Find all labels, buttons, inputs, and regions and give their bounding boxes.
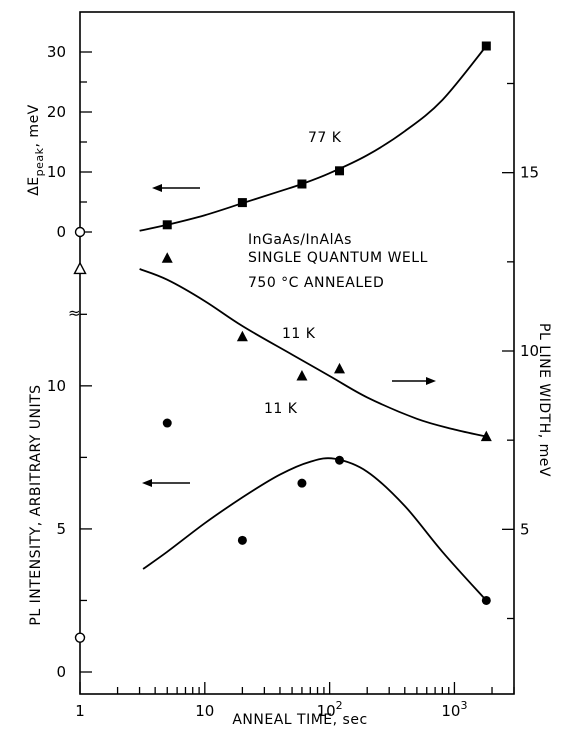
y-bottom-tick-label: 5 — [56, 520, 66, 538]
data-point-circle — [162, 418, 172, 428]
y-axis-title-top-unit: , meV — [26, 104, 42, 147]
data-point-circle — [297, 478, 307, 488]
axis-break-mark: ≈ — [68, 304, 81, 322]
y-top-tick-label: 0 — [56, 223, 66, 241]
reference-point-open-circle — [74, 226, 86, 238]
plot-frame — [79, 11, 515, 695]
x-axis-title: ANNEAL TIME, sec — [232, 712, 367, 728]
series-label-77k: 77 K — [308, 130, 342, 146]
x-tick-label-base: 10 — [317, 702, 336, 720]
series-curve — [139, 268, 487, 438]
data-point-triangle — [480, 430, 492, 442]
axis-arrow-head — [142, 479, 152, 487]
y-right-tick-label: 5 — [520, 520, 530, 538]
y-top-tick-label: 20 — [47, 103, 66, 121]
data-point-circle — [481, 595, 491, 605]
data-point-circle — [237, 535, 247, 545]
data-point-square — [237, 198, 247, 208]
axis-arrow-head — [426, 377, 436, 385]
series-label-11k-intensity: 11 K — [264, 401, 298, 417]
y-right-tick-label: 10 — [520, 342, 539, 360]
y-axis-title-bottom: PL INTENSITY, ARBITRARY UNITS — [28, 384, 44, 625]
x-tick-label-exponent: 3 — [460, 699, 467, 712]
data-point-circle — [335, 455, 345, 465]
series-curve — [142, 457, 487, 602]
y-bottom-tick-label: 0 — [56, 663, 66, 681]
data-point-square — [335, 166, 345, 176]
x-tick-label: 10 — [195, 702, 214, 720]
data-point-square — [481, 41, 491, 51]
ticks-layer — [79, 51, 515, 694]
y-axis-title-right: PL LINE WIDTH, meV — [536, 323, 552, 477]
data-point-square — [162, 220, 172, 230]
data-point-triangle — [236, 330, 248, 342]
annotation-structure: SINGLE QUANTUM WELL — [248, 250, 428, 266]
y-axis-title-top-sub: peak — [33, 147, 46, 176]
axis-arrow-head — [152, 184, 162, 192]
y-top-tick-label: 10 — [47, 163, 66, 181]
x-tick-label-base: 10 — [195, 702, 214, 720]
y-axis-title-top: ΔEpeak, meV — [26, 104, 46, 196]
data-point-square — [297, 179, 307, 189]
y-bottom-tick-label: 10 — [47, 377, 66, 395]
reference-point-open-triangle — [73, 261, 87, 275]
x-tick-label-exponent: 2 — [336, 699, 343, 712]
data-point-triangle — [296, 369, 308, 381]
x-tick-label: 1 — [75, 702, 85, 720]
markers-layer — [73, 41, 492, 643]
series-label-11k-linewidth: 11 K — [282, 326, 316, 342]
x-tick-label: 103 — [441, 699, 467, 720]
annotation-anneal: 750 °C ANNEALED — [248, 275, 384, 291]
y-right-tick-label: 15 — [520, 164, 539, 182]
y-axis-title-top-main: ΔE — [26, 176, 42, 195]
x-tick-label-base: 10 — [441, 702, 460, 720]
y-top-tick-label: 30 — [47, 43, 66, 61]
data-point-triangle — [161, 252, 173, 263]
data-point-triangle — [334, 362, 346, 374]
reference-point-open-circle — [74, 632, 86, 643]
x-tick-label-base: 1 — [75, 702, 85, 720]
x-tick-label: 102 — [317, 699, 343, 720]
annotation-material: InGaAs/InAlAs — [248, 232, 352, 248]
